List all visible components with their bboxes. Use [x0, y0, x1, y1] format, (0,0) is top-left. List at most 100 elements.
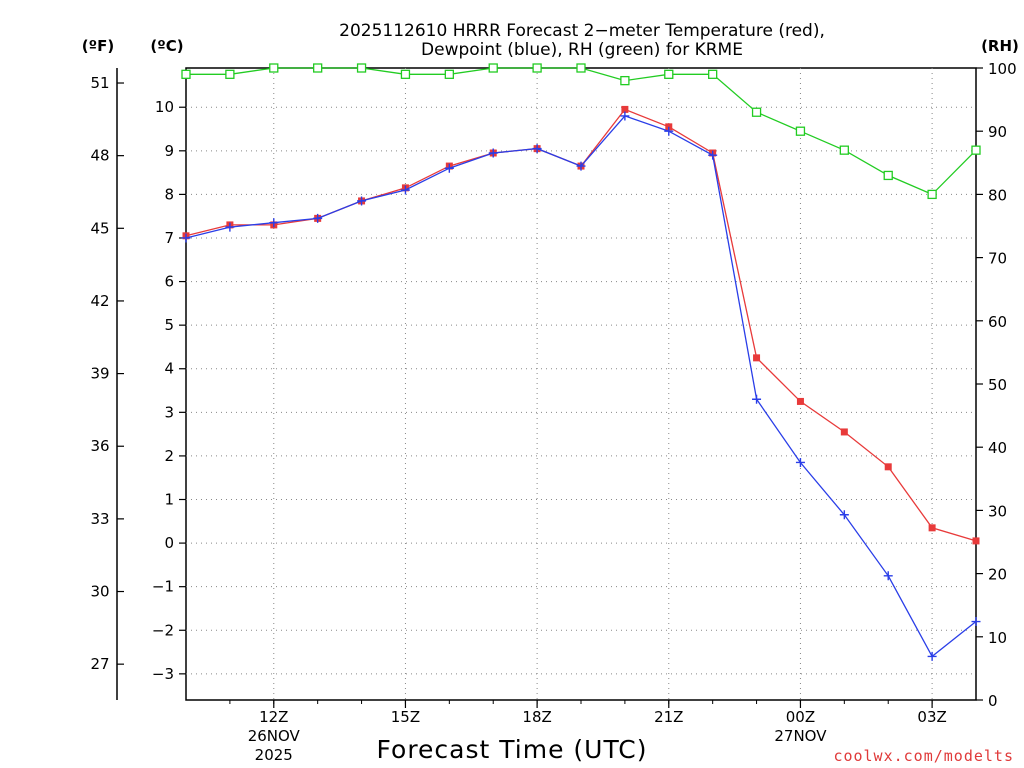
rh-tick-label: 20: [988, 566, 1007, 584]
rh-point: [971, 145, 981, 155]
time-tick-label: 03Z: [917, 708, 946, 726]
celsius-tick-label: 1: [164, 491, 174, 509]
fahrenheit-tick-label: 42: [90, 292, 109, 310]
dewpoint-point: [664, 126, 674, 136]
rh-point: [269, 63, 279, 73]
fahrenheit-tick-label: 39: [90, 365, 109, 383]
rh-point: [444, 69, 454, 79]
fahrenheit-tick-label: 33: [90, 510, 109, 528]
celsius-tick-label: 8: [164, 185, 174, 203]
time-tick-label: 21Z: [654, 708, 683, 726]
dewpoint-point: [488, 148, 498, 158]
chart-title-line1: 2025112610 HRRR Forecast 2−meter Tempera…: [339, 21, 825, 41]
dewpoint-point: [357, 196, 367, 206]
fahrenheit-tick-label: 51: [90, 74, 109, 92]
celsius-tick-label: 0: [164, 534, 174, 552]
celsius-tick-label: −2: [152, 621, 174, 639]
rh-point: [400, 69, 411, 79]
dewpoint-point: [181, 233, 191, 243]
rh-point: [751, 107, 762, 117]
fahrenheit-tick-label: 45: [90, 219, 109, 237]
rh-point: [883, 170, 893, 181]
rh-point: [488, 63, 498, 73]
rh-tick-label: 70: [988, 250, 1007, 268]
grid-lines: [186, 68, 976, 700]
celsius-tick-label: 3: [164, 403, 174, 421]
x-axis-label: Forecast Time (UTC): [377, 735, 648, 764]
rh-point: [576, 63, 586, 73]
dewpoint-point: [883, 571, 893, 581]
time-tick-label: 18Z: [522, 708, 551, 726]
temperature-point: [621, 105, 629, 113]
celsius-axis-unit: (ºC): [150, 37, 183, 55]
time-tick-label: 15Z: [391, 708, 420, 726]
dewpoint-series: [181, 111, 981, 661]
rh-point: [708, 69, 718, 79]
dewpoint-point: [576, 161, 586, 171]
time-tick-date: 26NOV: [248, 727, 301, 745]
rh-tick-label: 30: [988, 502, 1007, 520]
celsius-tick-label: −1: [152, 578, 174, 596]
dewpoint-point: [839, 510, 849, 520]
celsius-tick-label: −3: [152, 665, 174, 683]
dewpoint-point: [971, 617, 981, 627]
rh-point: [839, 145, 849, 155]
temperature-point: [796, 397, 804, 405]
fahrenheit-axis-unit: (ºF): [82, 37, 114, 55]
rh-point: [181, 69, 191, 79]
fahrenheit-tick-label: 36: [90, 437, 109, 455]
temperature-point: [928, 524, 936, 532]
temperature-point: [840, 428, 848, 436]
data-series: [181, 63, 981, 661]
dewpoint-point: [444, 163, 454, 173]
dewpoint-point: [708, 150, 718, 160]
rh-tick-label: 60: [988, 313, 1007, 331]
celsius-tick-label: 4: [164, 360, 174, 378]
rh-point: [927, 189, 937, 200]
celsius-tick-label: 6: [164, 273, 174, 291]
dewpoint-point: [795, 457, 805, 467]
celsius-tick-label: 9: [164, 142, 174, 160]
dewpoint-point: [269, 218, 279, 228]
fahrenheit-tick-label: 48: [90, 147, 109, 165]
rh-tick-label: 50: [988, 376, 1007, 394]
celsius-tick-label: 10: [155, 98, 174, 116]
celsius-tick-label: 5: [164, 316, 174, 334]
celsius-tick-label: 7: [164, 229, 174, 247]
rh-point: [225, 69, 235, 79]
rh-point: [795, 126, 806, 136]
rh-point: [664, 69, 674, 79]
dewpoint-point: [620, 111, 630, 121]
rh-tick-label: 100: [988, 60, 1017, 78]
rh-point: [356, 63, 367, 73]
fahrenheit-tick-label: 27: [90, 655, 109, 673]
dewpoint-point: [225, 222, 235, 232]
dewpoint-point: [927, 651, 937, 661]
dewpoint-point: [313, 213, 323, 223]
rh-point: [313, 63, 323, 73]
rh-point: [620, 75, 630, 86]
rh-tick-label: 40: [988, 439, 1007, 457]
credit-text: coolwx.com/modelts: [833, 747, 1014, 765]
fahrenheit-tick-label: 30: [90, 583, 109, 601]
fahrenheit-ticks: 51 48 45 42 39 36 33 30 27: [90, 74, 124, 673]
rh-axis-unit: (RH): [981, 37, 1019, 55]
time-tick-year: 2025: [255, 746, 293, 764]
chart-title-line2: Dewpoint (blue), RH (green) for KRME: [421, 40, 743, 60]
temperature-point: [884, 463, 892, 471]
time-tick-date: 27NOV: [774, 727, 827, 745]
time-tick-label: 00Z: [786, 708, 815, 726]
dewpoint-line: [185, 115, 977, 658]
time-tick-label: 12Z: [259, 708, 288, 726]
celsius-tick-label: 2: [164, 447, 174, 465]
rh-point: [532, 63, 542, 73]
rh-tick-label: 0: [988, 692, 998, 710]
rh-tick-label: 90: [988, 123, 1007, 141]
dewpoint-point: [400, 185, 410, 195]
rh-line: [186, 67, 977, 196]
dewpoint-point: [532, 144, 542, 154]
